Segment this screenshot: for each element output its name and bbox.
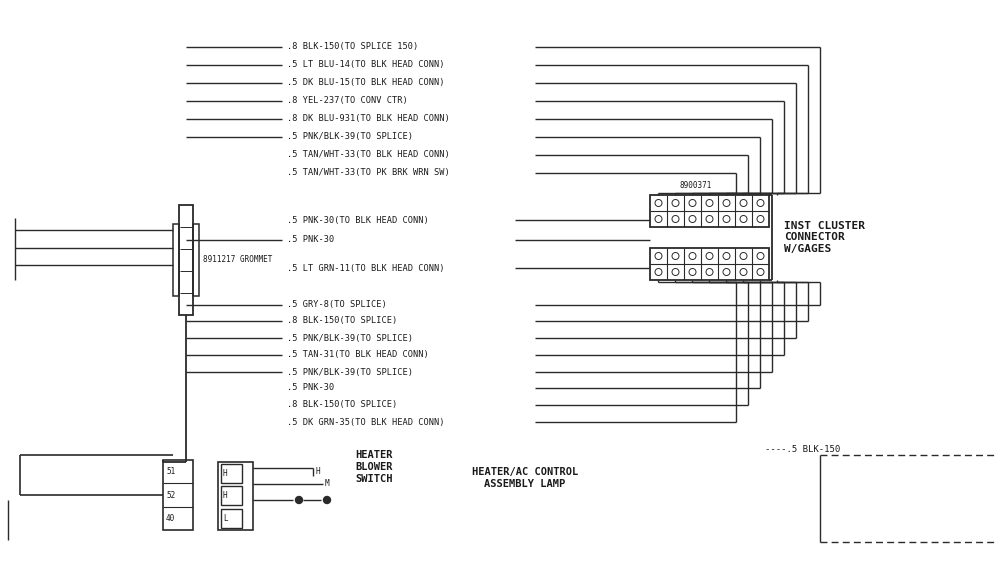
Text: .5 DK BLU-15(TO BLK HEAD CONN): .5 DK BLU-15(TO BLK HEAD CONN) bbox=[287, 78, 445, 87]
Text: H: H bbox=[223, 491, 227, 500]
Text: .5 LT GRN-11(TO BLK HEAD CONN): .5 LT GRN-11(TO BLK HEAD CONN) bbox=[287, 263, 445, 272]
Text: INST CLUSTER
CONNECTOR
W/GAGES: INST CLUSTER CONNECTOR W/GAGES bbox=[784, 221, 865, 254]
Bar bbox=[193, 224, 199, 296]
Text: .8 BLK-150(TO SPLICE): .8 BLK-150(TO SPLICE) bbox=[287, 316, 397, 325]
Text: HEATER
BLOWER
SWITCH: HEATER BLOWER SWITCH bbox=[355, 451, 393, 483]
Text: .8 DK BLU-931(TO BLK HEAD CONN): .8 DK BLU-931(TO BLK HEAD CONN) bbox=[287, 114, 450, 124]
Circle shape bbox=[296, 496, 303, 504]
Text: 8900371: 8900371 bbox=[680, 180, 712, 190]
Text: .5 PNK/BLK-39(TO SPLICE): .5 PNK/BLK-39(TO SPLICE) bbox=[287, 333, 413, 342]
Text: 40: 40 bbox=[166, 514, 175, 523]
Circle shape bbox=[324, 496, 331, 504]
Text: .8 YEL-237(TO CONV CTR): .8 YEL-237(TO CONV CTR) bbox=[287, 96, 408, 105]
Bar bbox=[179, 205, 193, 315]
Text: 51: 51 bbox=[166, 467, 175, 476]
Bar bbox=[221, 486, 242, 505]
Text: .5 PNK/BLK-39(TO SPLICE): .5 PNK/BLK-39(TO SPLICE) bbox=[287, 368, 413, 377]
Text: H: H bbox=[223, 469, 227, 478]
Text: .5 TAN/WHT-33(TO PK BRK WRN SW): .5 TAN/WHT-33(TO PK BRK WRN SW) bbox=[287, 169, 450, 178]
Text: .5 PNK-30: .5 PNK-30 bbox=[287, 384, 335, 393]
Text: HEATER/AC CONTROL
ASSEMBLY LAMP: HEATER/AC CONTROL ASSEMBLY LAMP bbox=[472, 467, 578, 489]
Bar bbox=[173, 224, 179, 296]
Text: H: H bbox=[316, 468, 321, 477]
Bar bbox=[218, 462, 253, 530]
Text: .5 LT BLU-14(TO BLK HEAD CONN): .5 LT BLU-14(TO BLK HEAD CONN) bbox=[287, 60, 445, 69]
Bar bbox=[221, 509, 242, 528]
Text: .5 GRY-8(TO SPLICE): .5 GRY-8(TO SPLICE) bbox=[287, 301, 387, 310]
Text: 52: 52 bbox=[166, 491, 175, 500]
Text: M: M bbox=[325, 479, 330, 488]
Bar bbox=[163, 460, 193, 530]
Text: .5 DK GRN-35(TO BLK HEAD CONN): .5 DK GRN-35(TO BLK HEAD CONN) bbox=[287, 417, 445, 426]
Text: L: L bbox=[223, 514, 227, 523]
Bar bbox=[650, 248, 769, 280]
Text: 8911217 GROMMET: 8911217 GROMMET bbox=[203, 255, 273, 265]
Text: .5 TAN-31(TO BLK HEAD CONN): .5 TAN-31(TO BLK HEAD CONN) bbox=[287, 350, 429, 359]
Bar bbox=[650, 195, 769, 227]
Text: .5 TAN/WHT-33(TO BLK HEAD CONN): .5 TAN/WHT-33(TO BLK HEAD CONN) bbox=[287, 151, 450, 160]
Text: .5 PNK/BLK-39(TO SPLICE): .5 PNK/BLK-39(TO SPLICE) bbox=[287, 133, 413, 142]
Text: ----.5 BLK-150: ----.5 BLK-150 bbox=[765, 446, 841, 455]
Text: .5 PNK-30: .5 PNK-30 bbox=[287, 236, 335, 245]
Text: .8 BLK-150(TO SPLICE 150): .8 BLK-150(TO SPLICE 150) bbox=[287, 42, 418, 51]
Text: .5 PNK-30(TO BLK HEAD CONN): .5 PNK-30(TO BLK HEAD CONN) bbox=[287, 215, 429, 224]
Text: .8 BLK-150(TO SPLICE): .8 BLK-150(TO SPLICE) bbox=[287, 400, 397, 409]
Bar bbox=[221, 464, 242, 483]
